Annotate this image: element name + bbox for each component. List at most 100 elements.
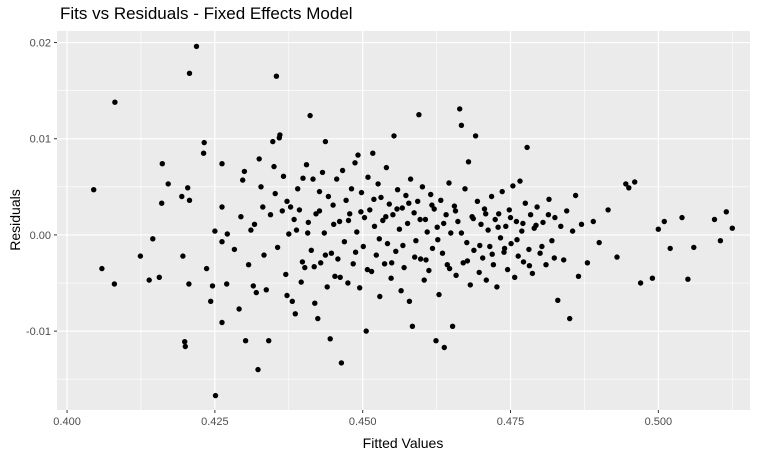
data-point xyxy=(488,193,495,200)
data-point xyxy=(338,360,345,366)
data-point xyxy=(661,218,667,225)
data-point xyxy=(403,192,409,199)
data-point xyxy=(424,229,430,235)
data-point xyxy=(404,220,411,227)
data-point xyxy=(322,138,329,145)
data-point xyxy=(539,243,545,250)
data-point xyxy=(567,315,573,322)
data-point xyxy=(527,212,534,218)
data-point xyxy=(365,174,371,180)
data-point xyxy=(315,315,321,322)
data-point xyxy=(519,228,525,234)
data-point xyxy=(357,285,363,291)
data-point xyxy=(453,272,459,278)
data-point xyxy=(512,274,518,280)
data-point xyxy=(371,223,378,229)
data-point xyxy=(165,181,171,187)
data-point xyxy=(508,240,514,247)
data-point xyxy=(626,185,632,191)
data-point xyxy=(311,264,317,270)
data-point xyxy=(517,178,523,184)
data-point xyxy=(478,221,484,227)
data-point xyxy=(303,162,310,168)
data-point xyxy=(137,253,144,259)
data-point xyxy=(390,212,396,218)
data-point xyxy=(156,274,162,280)
data-point xyxy=(335,256,341,262)
data-point xyxy=(251,221,258,227)
data-point xyxy=(271,163,277,170)
plot-panel xyxy=(57,31,750,410)
data-point xyxy=(328,250,335,256)
minor-gridlines xyxy=(57,31,750,410)
data-point xyxy=(439,250,446,256)
data-point xyxy=(428,191,434,198)
data-point xyxy=(293,227,300,233)
data-point xyxy=(182,339,188,345)
data-point xyxy=(224,231,230,237)
data-point xyxy=(522,200,528,206)
data-point xyxy=(449,323,456,329)
data-point xyxy=(510,183,516,189)
data-point xyxy=(477,242,483,249)
data-point xyxy=(596,239,602,246)
data-point xyxy=(443,212,449,218)
data-point xyxy=(457,106,463,112)
data-point xyxy=(655,226,661,232)
data-point xyxy=(561,257,567,263)
data-point xyxy=(667,245,673,252)
data-point xyxy=(575,273,582,279)
data-point xyxy=(256,156,262,162)
data-point xyxy=(322,252,329,258)
data-point xyxy=(460,260,466,266)
data-point xyxy=(396,226,403,232)
data-point xyxy=(185,185,191,191)
data-point xyxy=(399,205,405,211)
major-gridlines xyxy=(57,31,750,410)
data-point xyxy=(529,270,536,277)
data-point xyxy=(253,289,259,296)
data-point xyxy=(186,281,192,287)
data-point xyxy=(441,220,447,227)
data-point xyxy=(341,239,348,245)
data-point xyxy=(299,259,306,265)
data-point xyxy=(296,207,303,213)
data-point xyxy=(546,196,552,202)
data-point xyxy=(448,230,454,236)
data-point xyxy=(605,207,611,213)
y-axis-ticks: -0.01 0.00 0.01 0.02 xyxy=(26,38,57,338)
data-point xyxy=(543,262,549,268)
data-point xyxy=(284,198,290,204)
data-point xyxy=(219,319,225,326)
data-point xyxy=(305,230,311,236)
data-point xyxy=(514,237,520,243)
data-points xyxy=(91,43,735,399)
data-point xyxy=(569,228,576,234)
data-point xyxy=(212,392,219,399)
data-point xyxy=(717,238,724,244)
data-point xyxy=(412,254,418,260)
y-axis-title: Residuals xyxy=(7,189,23,250)
data-point xyxy=(467,282,473,288)
data-point xyxy=(413,238,419,244)
data-point xyxy=(483,277,489,283)
x-axis-ticks: 0.400 0.425 0.450 0.475 0.500 xyxy=(53,410,672,428)
data-point xyxy=(501,245,508,252)
data-point xyxy=(446,180,452,186)
x-tick-label: 0.475 xyxy=(497,416,525,428)
data-point xyxy=(388,275,394,281)
data-point xyxy=(212,228,218,234)
data-point xyxy=(186,70,193,77)
data-point xyxy=(723,209,729,215)
data-point xyxy=(435,237,441,243)
data-point xyxy=(472,133,479,139)
data-point xyxy=(291,216,297,223)
data-point xyxy=(423,257,429,263)
data-point xyxy=(444,262,450,268)
data-point xyxy=(515,253,521,259)
y-tick-label: -0.01 xyxy=(26,326,51,338)
data-point xyxy=(345,280,351,286)
data-point xyxy=(446,265,453,272)
data-point xyxy=(203,265,210,272)
data-point xyxy=(240,177,246,183)
